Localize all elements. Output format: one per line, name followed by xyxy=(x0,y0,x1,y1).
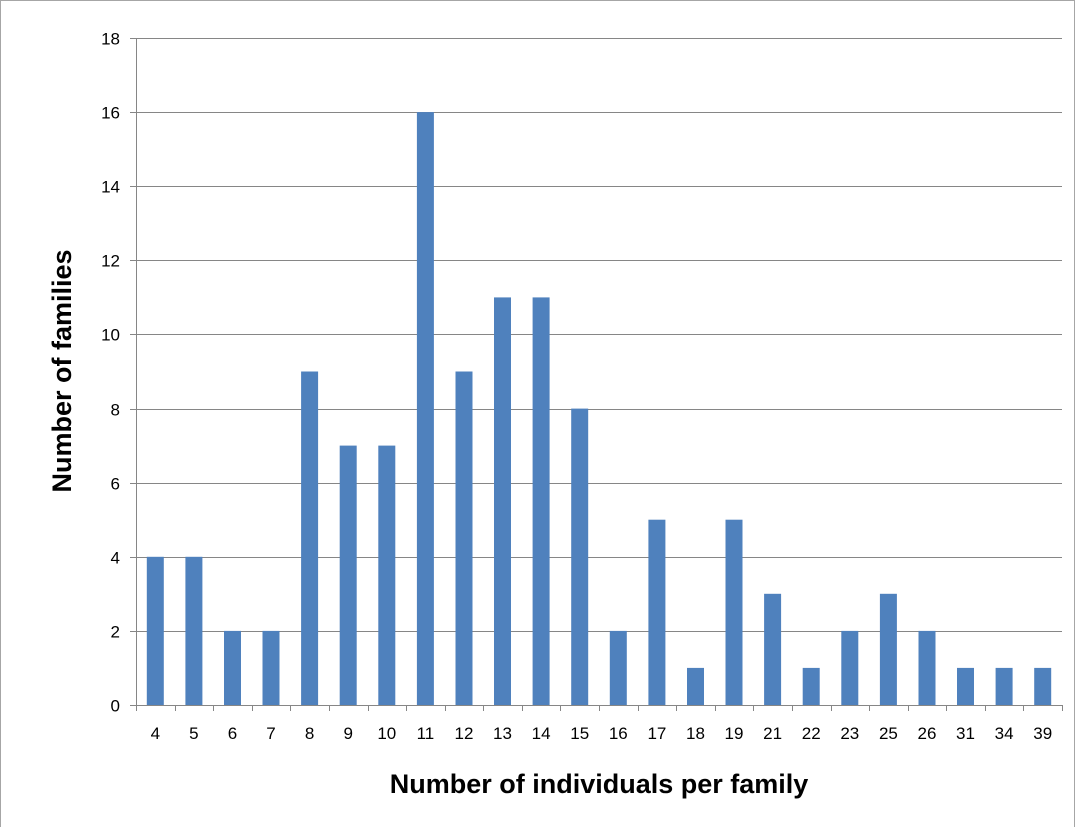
bar-12 xyxy=(455,371,473,705)
x-tick-label: 18 xyxy=(686,724,705,743)
x-tick-label: 7 xyxy=(266,724,275,743)
y-tick-label: 6 xyxy=(111,475,120,494)
bar-19 xyxy=(725,519,743,705)
bar-6 xyxy=(224,630,241,705)
gridlines xyxy=(136,38,1062,632)
x-tick-labels: 4 5 6 7 8 9 10 11 12 13 14 15 16 17 18 19 21 22 23 25 26 31 34… xyxy=(151,724,1053,743)
x-tick-label: 34 xyxy=(995,724,1014,743)
x-tick-label: 4 xyxy=(151,724,160,743)
bar-23 xyxy=(841,630,859,705)
x-tick-label: 11 xyxy=(417,724,435,743)
y-tick-label: 18 xyxy=(101,30,120,49)
bars xyxy=(146,112,1052,706)
bar-5 xyxy=(185,556,203,705)
bar-34 xyxy=(995,667,1013,705)
bar-9 xyxy=(339,445,357,705)
y-tick-label: 2 xyxy=(111,623,120,642)
x-tick-label: 9 xyxy=(343,724,352,743)
x-tick-label: 15 xyxy=(570,724,589,743)
x-tick-label: 10 xyxy=(377,724,396,743)
x-tick-label: 23 xyxy=(840,724,859,743)
y-tick-label: 12 xyxy=(101,252,120,271)
x-tick-label: 22 xyxy=(802,724,821,743)
x-tick-label: 31 xyxy=(956,724,975,743)
bar-26 xyxy=(918,630,936,705)
y-axis-title: Number of families xyxy=(47,249,77,492)
x-tick-label: 39 xyxy=(1033,724,1052,743)
x-tick-label: 25 xyxy=(879,724,898,743)
bar-7 xyxy=(262,630,280,705)
bar-10 xyxy=(378,445,396,705)
y-tick-label: 10 xyxy=(101,326,120,345)
bar-11 xyxy=(416,112,434,706)
bar-14 xyxy=(532,297,550,705)
bar-16 xyxy=(609,630,627,705)
bar-4 xyxy=(146,556,164,705)
x-axis-title: Number of individuals per family xyxy=(390,769,809,799)
y-tick-label: 16 xyxy=(101,104,120,123)
y-tick-label: 8 xyxy=(111,401,120,420)
x-tick-label: 8 xyxy=(305,724,314,743)
y-tick-labels: 0 2 4 6 8 10 12 14 16 18 xyxy=(101,30,120,716)
x-tick-label: 17 xyxy=(647,724,666,743)
x-tick-label: 26 xyxy=(918,724,937,743)
y-tick-label: 4 xyxy=(111,549,120,568)
bar-39 xyxy=(1034,667,1052,705)
bar-15 xyxy=(571,408,589,705)
x-tick-label: 12 xyxy=(455,724,474,743)
x-tick-label: 6 xyxy=(228,724,237,743)
bar-25 xyxy=(879,593,897,705)
x-tick-label: 14 xyxy=(532,724,551,743)
bar-17 xyxy=(648,519,666,705)
bar-21 xyxy=(764,593,782,705)
x-tick-label: 19 xyxy=(725,724,744,743)
axes xyxy=(130,38,1063,711)
bar-31 xyxy=(957,667,974,705)
y-tick-label: 0 xyxy=(111,697,120,716)
bar-13 xyxy=(494,297,511,705)
bar-18 xyxy=(687,667,704,705)
x-tick-label: 13 xyxy=(493,724,512,743)
x-tick-label: 5 xyxy=(189,724,198,743)
y-tick-label: 14 xyxy=(101,178,120,197)
x-tick-label: 16 xyxy=(609,724,628,743)
bar-8 xyxy=(301,371,319,705)
x-tick-label: 21 xyxy=(763,724,782,743)
bar-22 xyxy=(802,667,820,705)
